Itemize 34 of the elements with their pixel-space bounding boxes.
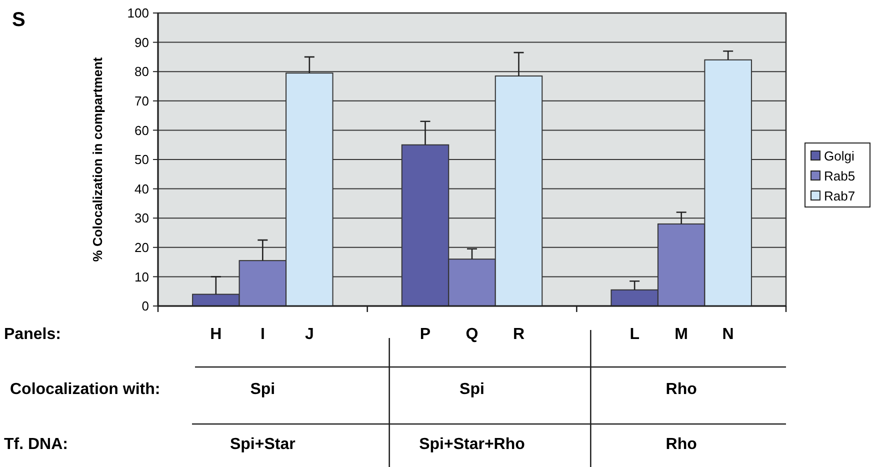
text: Rho [666,381,698,398]
text: Spi+Star [230,436,296,453]
y-tick-label: 60 [134,122,149,138]
text: P [420,326,431,343]
y-tick-label: 30 [134,210,149,226]
y-tick-label: 70 [134,93,149,108]
text: R [512,326,525,343]
y-axis-title: % Colocalization in compartment [90,56,105,262]
y-tick-label: 80 [134,64,149,80]
legend-label: Rab5 [824,168,856,184]
text: Rho [666,436,698,453]
text: Panels: [4,326,61,343]
text: Colocalization with: [10,381,160,398]
text: Tf. DNA: [4,436,68,453]
text: M [674,326,688,343]
text: J [304,326,314,343]
text: Spi [250,381,276,398]
y-tick-label: 20 [134,240,149,255]
y-tick-label: 40 [134,181,149,196]
text: Spi [460,381,484,398]
text: L [630,326,640,343]
y-tick-label: 50 [134,152,149,168]
text: N [722,326,734,343]
chart-title: S [12,9,26,31]
text: I [260,326,265,343]
y-tick-label: 100 [127,6,149,21]
legend-label: Rab7 [824,188,856,204]
text: H [210,326,222,343]
y-tick-label: 10 [134,269,149,284]
y-tick-label: 0 [142,298,149,314]
text: Q [466,326,478,343]
legend-label: Golgi [824,148,854,164]
text: Spi+Star+Rho [419,436,526,453]
y-tick-label: 90 [134,34,149,50]
